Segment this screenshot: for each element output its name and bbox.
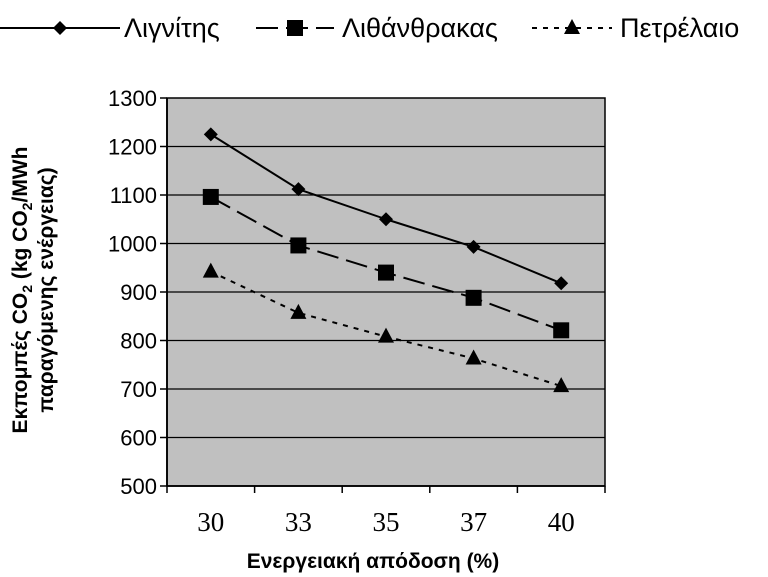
y-axis-title-line1: Εκπομπές CO2 (kg CO2/MWh [9,147,35,434]
x-tick-label: 33 [285,507,312,537]
data-point-square [202,188,219,205]
data-point-triangle [290,303,307,319]
y-tick-label: 1100 [110,183,157,208]
y-tick-label: 500 [120,474,157,499]
legend-label: Πετρέλαιο [620,13,739,43]
y-tick-label: 1000 [108,232,157,257]
data-point-square [378,264,394,281]
series-3 [202,262,570,393]
y-tick-labels: 500 600 700 800 900 1000 1100 1200 1300 [108,86,157,499]
x-tick-label: 35 [373,507,400,537]
legend-item-3: Πετρέλαιο [532,13,739,43]
legend-label: Λιγνίτης [124,13,220,43]
legend-item-2: Λιθάνθρακας [256,13,498,43]
series-1 [203,127,569,291]
gridlines [167,145,605,439]
legend-marker-diamond [53,21,67,35]
y-axis-title-line2: παραγόμενης ενέργειας) [35,167,58,412]
y-tick-label: 600 [120,426,157,451]
axes [160,97,606,493]
y-tick-label: 1300 [108,86,157,111]
x-tick-label: 40 [548,507,575,537]
series-layer [202,127,570,393]
legend-marker-square [287,20,303,36]
y-tick-label: 1200 [108,135,157,160]
data-point-diamond [203,127,218,142]
x-axis-title: Ενεργειακή απόδοση (%) [247,550,499,573]
legend-label: Λιθάνθρακας [342,13,498,43]
series-2 [202,188,570,339]
data-point-diamond [291,182,306,197]
data-point-square [290,237,307,254]
data-point-square [553,322,570,339]
data-point-diamond [379,212,393,227]
data-point-triangle [465,349,482,365]
y-tick-label: 700 [120,377,157,402]
data-point-triangle [378,327,394,343]
x-tick-labels: 30 33 35 37 40 [197,507,574,537]
x-tick-label: 30 [197,507,224,537]
legend: Λιγνίτης Λιθάνθρακας Πετρέλαιο [0,13,739,43]
legend-item-1: Λιγνίτης [0,13,220,43]
legend-marker-triangle [564,19,580,34]
data-point-triangle [553,377,570,393]
y-tick-label: 800 [120,329,157,354]
data-point-triangle [202,262,219,278]
data-point-diamond [466,239,481,254]
y-tick-label: 900 [120,280,157,305]
data-point-diamond [554,276,569,291]
x-tick-label: 37 [460,507,487,537]
data-point-square [465,289,482,306]
